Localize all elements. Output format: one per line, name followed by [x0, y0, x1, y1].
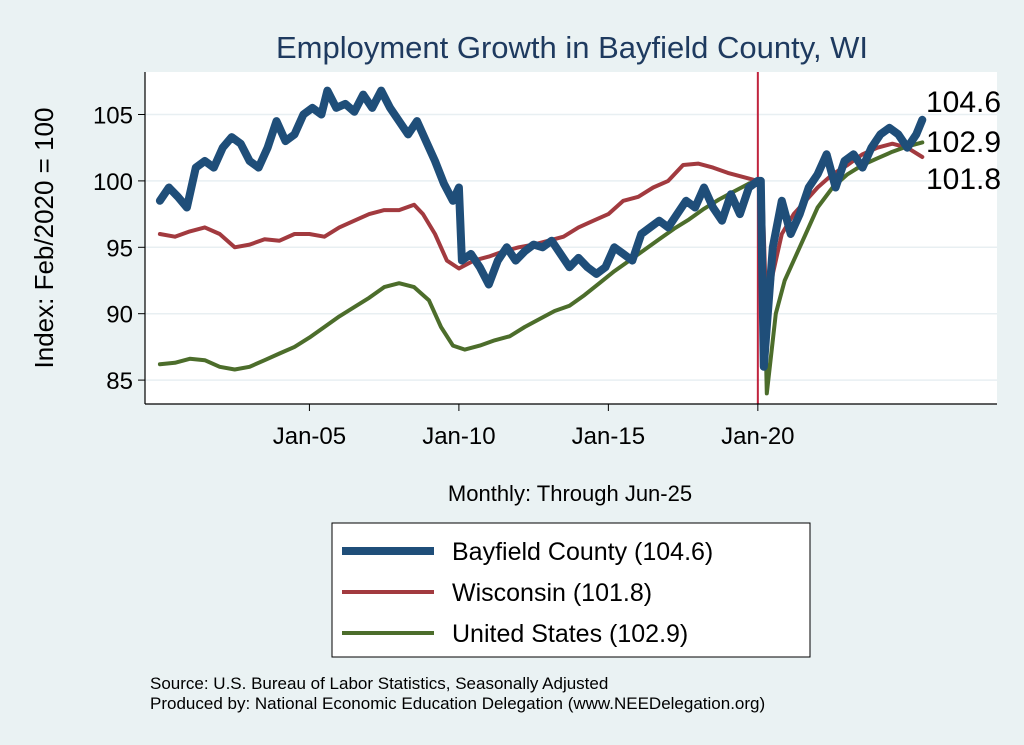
x-tick-label: Jan-15 — [572, 423, 645, 450]
end-label-bayfield: 104.6 — [926, 86, 1001, 119]
x-tick-label: Jan-10 — [422, 423, 495, 450]
source-note: Source: U.S. Bureau of Labor Statistics,… — [150, 674, 608, 693]
series-line-united-states — [157, 140, 925, 396]
y-tick-label: 85 — [106, 368, 133, 395]
chart-title: Employment Growth in Bayfield County, WI — [276, 30, 868, 65]
grid — [145, 113, 997, 381]
x-tick-label: Jan-05 — [273, 423, 346, 450]
series-line-wisconsin — [157, 141, 925, 329]
legend-label-united-states: United States (102.9) — [452, 620, 688, 648]
axes — [138, 72, 997, 411]
produced-by-note: Produced by: National Economic Education… — [150, 694, 765, 713]
x-tick-label: Jan-20 — [721, 423, 794, 450]
series-lines — [155, 86, 927, 396]
legend: Bayfield County (104.6) Wisconsin (101.8… — [331, 522, 811, 658]
y-axis-title: Index: Feb/2020 = 100 — [29, 108, 59, 369]
y-tick-labels: 85 90 95 100 105 — [93, 102, 133, 395]
end-label-united-states: 102.9 — [926, 126, 1001, 159]
y-tick-label: 100 — [93, 169, 133, 196]
y-tick-label: 95 — [106, 235, 133, 262]
y-tick-label: 90 — [106, 302, 133, 329]
series-line-bayfield — [155, 86, 927, 371]
x-tick-labels: Jan-05 Jan-10 Jan-15 Jan-20 — [273, 423, 795, 450]
legend-label-bayfield: Bayfield County (104.6) — [452, 538, 713, 566]
y-tick-label: 105 — [93, 102, 133, 129]
end-labels: 104.6 102.9 101.8 — [926, 86, 1001, 196]
legend-label-wisconsin: Wisconsin (101.8) — [452, 579, 652, 607]
x-axis-title: Monthly: Through Jun-25 — [448, 481, 692, 506]
end-label-wisconsin: 101.8 — [926, 163, 1001, 196]
